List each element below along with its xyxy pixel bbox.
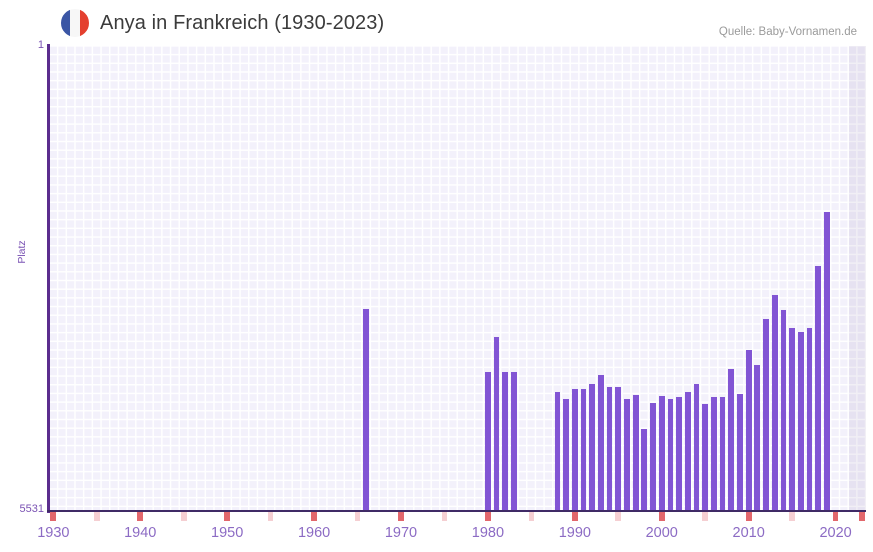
x-marker-2000	[658, 512, 665, 521]
x-tick-label-2000: 2000	[645, 525, 678, 541]
x-marker-2020	[832, 512, 839, 521]
y-axis-top-label: 1	[37, 39, 44, 51]
bar-1966	[363, 309, 370, 511]
x-marker-1940	[137, 512, 144, 521]
x-marker-1955	[267, 512, 274, 521]
bar-1996	[624, 398, 630, 511]
bar-2015	[789, 327, 795, 511]
y-axis-line	[47, 44, 50, 513]
y-axis-bottom-label: 5531	[19, 503, 44, 515]
bar-2001	[667, 398, 674, 511]
x-marker-2015	[789, 512, 795, 521]
france-flag-circle-icon	[60, 8, 90, 38]
x-marker-1945	[180, 512, 187, 521]
bar-2018	[815, 266, 822, 511]
bar-1980	[485, 372, 491, 511]
bar-2008	[728, 368, 735, 511]
bar-1993	[598, 375, 604, 511]
bar-1982	[502, 372, 509, 511]
x-axis-line	[47, 510, 866, 512]
x-marker-1965	[354, 512, 361, 521]
bar-2005	[702, 404, 709, 511]
source-note: Quelle: Baby-Vornamen.de	[718, 26, 857, 38]
bar-2010	[745, 350, 752, 511]
bar-2003	[684, 392, 691, 511]
x-marker-1980	[485, 512, 491, 521]
page-title: Anya in Frankreich (1930-2023)	[100, 12, 385, 34]
x-marker-1990	[571, 512, 578, 521]
bar-2016	[797, 331, 804, 511]
bar-2007	[719, 396, 726, 511]
bar-2014	[780, 309, 787, 511]
bar-1989	[563, 399, 569, 511]
bar-2004	[693, 384, 700, 511]
bar-1981	[493, 336, 500, 511]
bar-2006	[711, 397, 717, 511]
bar-1991	[580, 389, 587, 511]
bar-1994	[606, 387, 613, 511]
plot-area	[49, 46, 866, 511]
bar-2009	[737, 394, 743, 511]
x-marker-1930	[50, 512, 57, 521]
bar-2019	[824, 211, 830, 511]
x-tick-label-1930: 1930	[37, 525, 70, 541]
x-tick-label-1990: 1990	[558, 525, 591, 541]
x-marker-1935	[93, 512, 100, 521]
x-marker-1995	[615, 512, 622, 521]
x-tick-label-1980: 1980	[471, 525, 505, 541]
bar-1990	[571, 389, 578, 511]
x-tick-label-1970: 1970	[384, 525, 418, 541]
grid-lines	[49, 46, 866, 511]
x-tick-label-2010: 2010	[732, 525, 765, 541]
x-marker-2005	[702, 512, 709, 521]
no-data-band	[848, 46, 866, 511]
x-marker-1975	[441, 512, 448, 521]
bar-2011	[754, 365, 761, 511]
bar-1998	[641, 428, 648, 511]
bar-1992	[589, 384, 596, 511]
x-tick-label-1960: 1960	[297, 525, 331, 541]
chart-header: Anya in Frankreich (1930-2023) Quelle: B…	[0, 0, 873, 46]
bar-2002	[676, 396, 682, 511]
bar-2000	[658, 395, 665, 511]
x-tick-label-2020: 2020	[819, 525, 852, 541]
x-tick-label-1940: 1940	[124, 525, 157, 541]
x-marker-1970	[398, 512, 404, 521]
bar-1988	[554, 391, 561, 511]
bar-2012	[763, 318, 769, 511]
x-marker-1960	[311, 512, 317, 521]
bar-1997	[632, 394, 639, 511]
bar-1995	[615, 387, 622, 511]
x-marker-2010	[745, 512, 752, 521]
y-axis-title: Platz	[16, 240, 28, 264]
x-marker-1985	[528, 512, 535, 521]
bar-2017	[806, 328, 813, 511]
x-tick-label-1950: 1950	[211, 525, 244, 541]
x-marker-1950	[224, 512, 231, 521]
bar-1999	[650, 402, 656, 511]
bar-1983	[511, 372, 517, 511]
bar-2013	[771, 295, 778, 511]
x-marker-2023	[858, 512, 865, 521]
